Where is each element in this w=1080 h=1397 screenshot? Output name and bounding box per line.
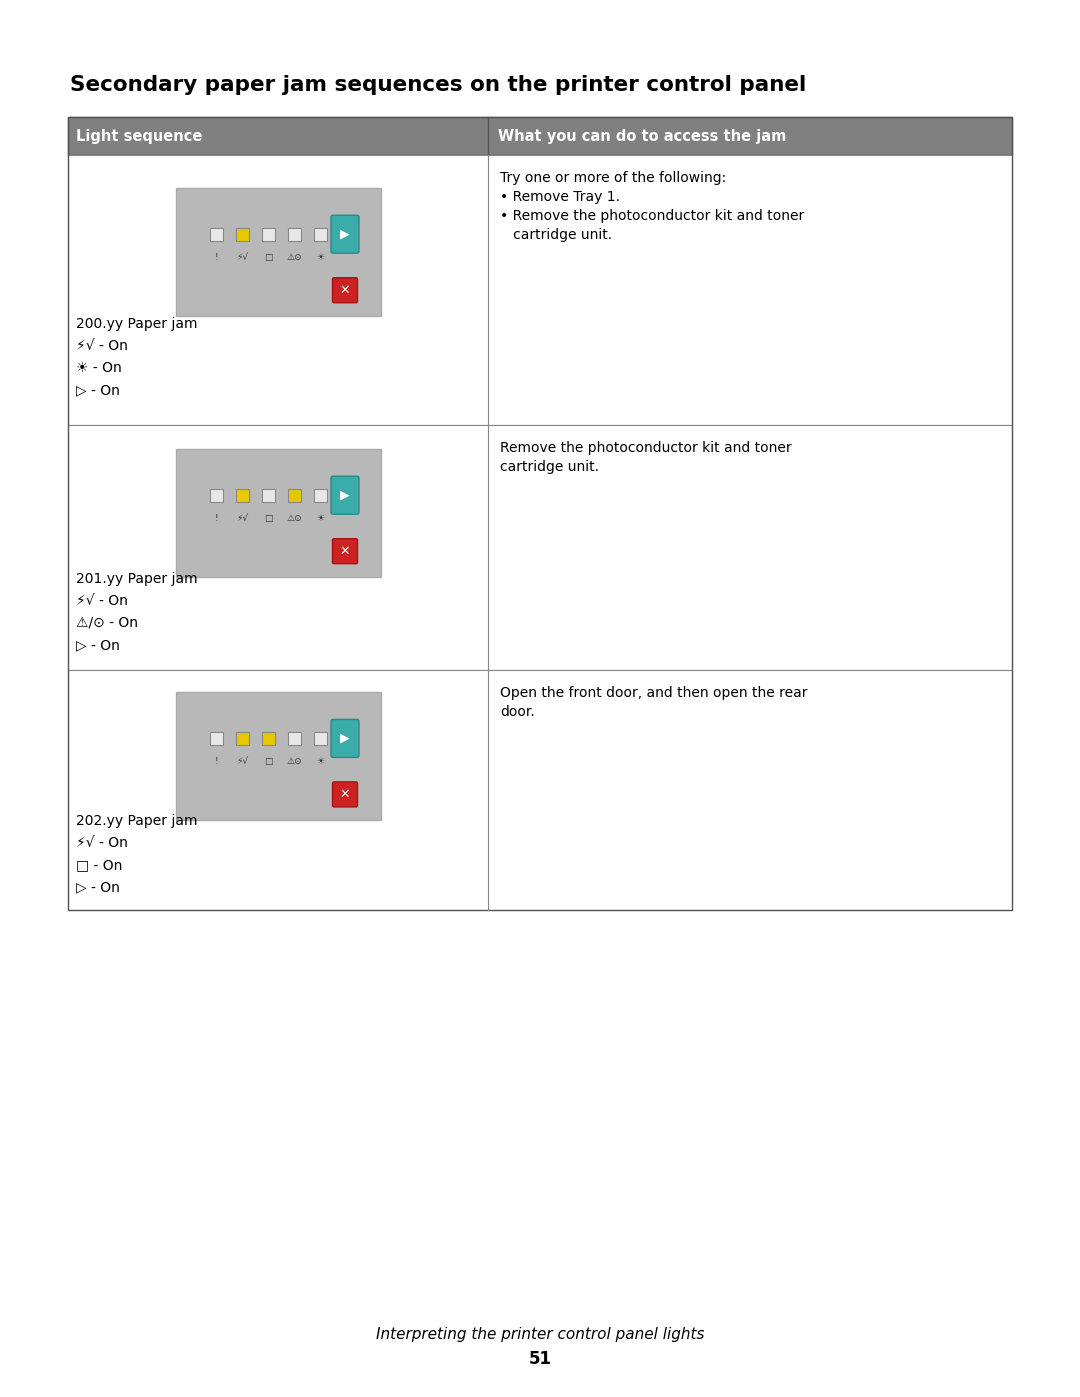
Text: Interpreting the printer control panel lights: Interpreting the printer control panel l… xyxy=(376,1327,704,1343)
Text: ▶: ▶ xyxy=(340,732,350,745)
Text: ⚡√: ⚡√ xyxy=(235,514,248,522)
FancyBboxPatch shape xyxy=(330,215,359,253)
Bar xyxy=(175,693,380,820)
Bar xyxy=(175,450,380,577)
Bar xyxy=(313,228,326,240)
Bar xyxy=(68,117,1012,155)
Text: ⚡√: ⚡√ xyxy=(235,757,248,766)
Text: What you can do to access the jam: What you can do to access the jam xyxy=(498,129,786,144)
Bar xyxy=(287,732,300,745)
Bar xyxy=(313,489,326,502)
Text: !: ! xyxy=(214,757,218,766)
Text: ▶: ▶ xyxy=(340,228,350,240)
Text: ⚠/⊙ - On: ⚠/⊙ - On xyxy=(76,616,138,630)
Text: 200.yy Paper jam: 200.yy Paper jam xyxy=(76,317,198,331)
Text: Open the front door, and then open the rear: Open the front door, and then open the r… xyxy=(500,686,808,700)
Text: 202.yy Paper jam: 202.yy Paper jam xyxy=(76,814,198,828)
Text: ⚡√ - On: ⚡√ - On xyxy=(76,339,127,353)
Text: □: □ xyxy=(264,757,272,766)
Text: ☀: ☀ xyxy=(316,757,324,766)
Text: ✕: ✕ xyxy=(340,788,350,800)
Text: 201.yy Paper jam: 201.yy Paper jam xyxy=(76,571,198,585)
Text: ▷ - On: ▷ - On xyxy=(76,880,120,894)
Text: ✕: ✕ xyxy=(340,545,350,557)
Text: ▶: ▶ xyxy=(340,489,350,502)
Text: ⚡√: ⚡√ xyxy=(235,253,248,261)
Bar xyxy=(235,732,248,745)
Text: 51: 51 xyxy=(528,1350,552,1368)
FancyBboxPatch shape xyxy=(333,782,357,807)
Text: ⚡√ - On: ⚡√ - On xyxy=(76,835,127,849)
Text: ☀: ☀ xyxy=(316,253,324,261)
Bar xyxy=(235,489,248,502)
FancyBboxPatch shape xyxy=(330,476,359,514)
Text: !: ! xyxy=(214,514,218,522)
Bar xyxy=(68,117,1012,909)
Text: ☀: ☀ xyxy=(316,514,324,522)
Text: ✕: ✕ xyxy=(340,284,350,296)
Text: !: ! xyxy=(214,253,218,261)
Text: □ - On: □ - On xyxy=(76,858,122,872)
Text: door.: door. xyxy=(500,705,535,719)
Bar xyxy=(235,228,248,240)
Text: cartridge unit.: cartridge unit. xyxy=(500,460,599,474)
Text: Light sequence: Light sequence xyxy=(76,129,202,144)
Text: □: □ xyxy=(264,253,272,261)
Bar xyxy=(175,189,380,316)
Bar xyxy=(261,732,274,745)
Text: • Remove the photoconductor kit and toner: • Remove the photoconductor kit and tone… xyxy=(500,210,805,224)
Bar xyxy=(261,228,274,240)
Bar xyxy=(287,489,300,502)
Bar xyxy=(68,671,1012,909)
Bar xyxy=(210,732,222,745)
Text: cartridge unit.: cartridge unit. xyxy=(500,228,612,242)
Text: ⚡√ - On: ⚡√ - On xyxy=(76,594,127,608)
Text: ☀ - On: ☀ - On xyxy=(76,360,122,374)
Text: ⚠⊙: ⚠⊙ xyxy=(286,514,301,522)
Bar xyxy=(313,732,326,745)
Bar xyxy=(68,425,1012,671)
Bar xyxy=(210,489,222,502)
FancyBboxPatch shape xyxy=(333,539,357,564)
Text: Remove the photoconductor kit and toner: Remove the photoconductor kit and toner xyxy=(500,441,792,455)
Bar xyxy=(210,228,222,240)
Text: ⚠⊙: ⚠⊙ xyxy=(286,757,301,766)
FancyBboxPatch shape xyxy=(333,278,357,303)
Text: □: □ xyxy=(264,514,272,522)
Text: ▷ - On: ▷ - On xyxy=(76,383,120,397)
Text: ▷ - On: ▷ - On xyxy=(76,638,120,652)
Text: • Remove Tray 1.: • Remove Tray 1. xyxy=(500,190,620,204)
Bar xyxy=(68,155,1012,425)
Text: Try one or more of the following:: Try one or more of the following: xyxy=(500,170,726,184)
Bar xyxy=(287,228,300,240)
FancyBboxPatch shape xyxy=(330,719,359,757)
Text: Secondary paper jam sequences on the printer control panel: Secondary paper jam sequences on the pri… xyxy=(70,75,807,95)
Text: ⚠⊙: ⚠⊙ xyxy=(286,253,301,261)
Bar xyxy=(261,489,274,502)
